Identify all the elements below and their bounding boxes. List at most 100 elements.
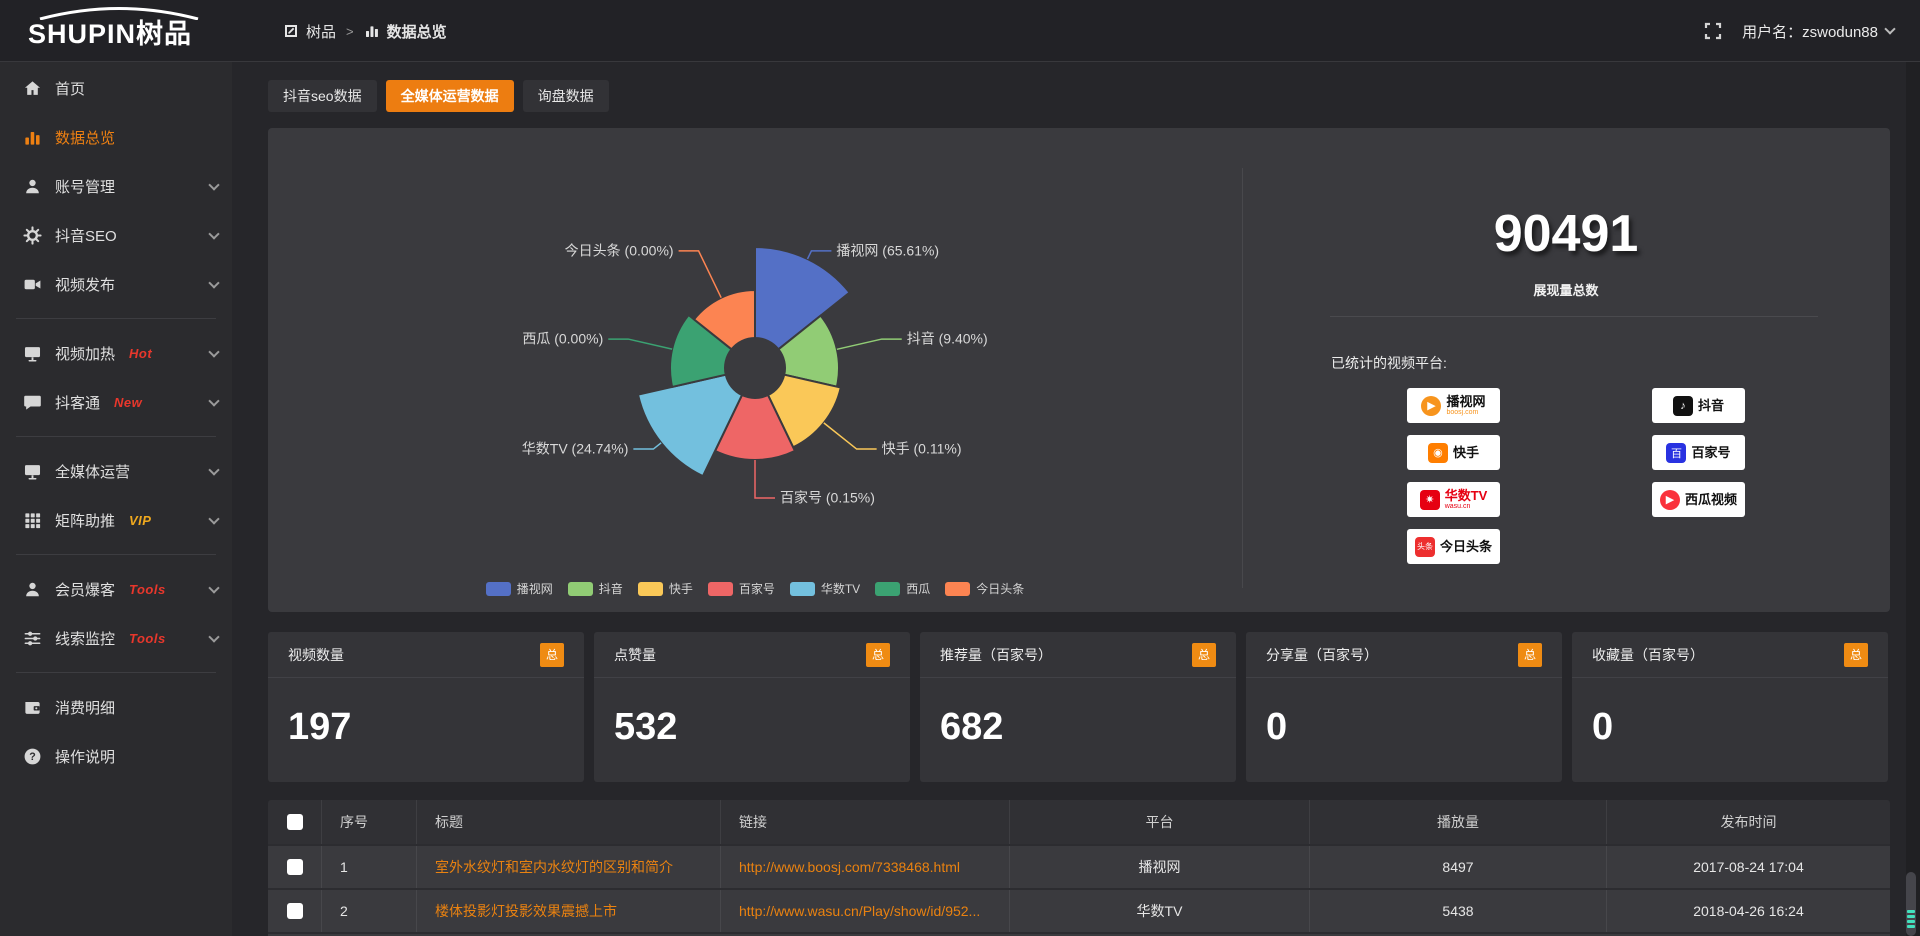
select-all-checkbox[interactable] xyxy=(286,814,303,830)
scroll-indicator-icon xyxy=(1907,915,1915,918)
svg-text:?: ? xyxy=(29,751,36,763)
scrollbar-thumb[interactable] xyxy=(1906,872,1916,936)
column-header-4: 播放量 xyxy=(1310,800,1607,844)
sidebar-item-10[interactable]: 线索监控 Tools xyxy=(0,623,232,653)
total-badge[interactable]: 总 xyxy=(1518,642,1542,667)
legend-swatch xyxy=(945,581,971,596)
row-checkbox-cell xyxy=(268,846,322,888)
sidebar-item-label: 账号管理 xyxy=(55,178,116,196)
cell-title: 楼体投影灯投影效果震撼上市 xyxy=(417,890,721,932)
chevron-down-icon xyxy=(208,463,220,476)
pie-slice-5[interactable] xyxy=(669,313,733,389)
legend-label: 华数TV xyxy=(820,582,861,596)
platform-logo-wasu: ✷ 华数TV wasu.cn xyxy=(1407,482,1500,517)
chart-panel: 播视网 (65.61%) 抖音 (9.40%) 快手 (0.11%) 百家号 (0.1… xyxy=(268,128,1890,612)
video-url-link[interactable]: http://www.boosj.com/7338468.html xyxy=(739,859,961,875)
sidebar-item-1[interactable]: 数据总览 xyxy=(0,122,232,152)
sidebar-item-3[interactable]: 抖音SEO xyxy=(0,220,232,250)
platform-logo-xigua: ▶ 西瓜视频 xyxy=(1652,482,1745,517)
sidebar-item-9[interactable]: 会员爆客 Tools xyxy=(0,574,232,604)
legend-item-3[interactable]: 百家号 xyxy=(707,580,775,597)
stat-card-2: 推荐量（百家号） 总 682 xyxy=(920,632,1236,782)
pie-label-line xyxy=(754,460,775,499)
tab-2[interactable]: 询盘数据 xyxy=(522,80,609,112)
home-icon xyxy=(23,79,42,98)
sidebar-item-2[interactable]: 账号管理 xyxy=(0,171,232,201)
legend-item-2[interactable]: 快手 xyxy=(637,580,693,597)
row-checkbox[interactable] xyxy=(286,859,303,875)
video-title-link[interactable]: 室外水纹灯和室内水纹灯的区别和简介 xyxy=(435,859,673,875)
monitor-icon xyxy=(23,344,42,363)
pie-slice-1[interactable] xyxy=(777,314,840,388)
legend-item-0[interactable]: 播视网 xyxy=(485,580,553,597)
video-title-link[interactable]: 楼体投影灯投影效果震撼上市 xyxy=(435,903,617,919)
sidebar-item-label: 消费明细 xyxy=(55,699,116,717)
breadcrumb-home[interactable]: 树品 xyxy=(306,23,337,41)
sidebar-item-12[interactable]: ? 操作说明 xyxy=(0,741,232,771)
breadcrumb-current: 数据总览 xyxy=(386,23,447,41)
sidebar-item-label: 会员爆客 xyxy=(55,581,116,599)
pie-label-line xyxy=(633,442,662,450)
legend-item-5[interactable]: 西瓜 xyxy=(875,580,930,597)
gear-icon xyxy=(23,225,42,245)
video-url-link[interactable]: http://www.wasu.cn/Play/show/id/952... xyxy=(739,903,981,919)
sidebar-item-4[interactable]: 视频发布 xyxy=(0,269,232,299)
sidebar-item-6[interactable]: 抖客通 New xyxy=(0,387,232,417)
stat-card-title: 点赞量 xyxy=(614,646,656,663)
pie-label-line xyxy=(836,338,902,351)
pie-slice-4[interactable] xyxy=(636,373,744,478)
videos-table: 序号 标题 链接 平台 播放量 发布时间 1 室外水纹灯和室内水纹灯的区别和简介 http://… xyxy=(268,800,1890,936)
user-menu[interactable]: 用户名：zswodun88 xyxy=(1742,21,1896,42)
total-badge[interactable]: 总 xyxy=(1844,642,1868,667)
sidebar-item-7[interactable]: 全媒体运营 xyxy=(0,456,232,486)
legend-item-1[interactable]: 抖音 xyxy=(567,580,623,597)
pie-slice-2[interactable] xyxy=(766,373,842,449)
sidebar-item-11[interactable]: 消费明细 xyxy=(0,692,232,722)
toutiao-icon: 头条 xyxy=(1414,536,1435,557)
tab-1[interactable]: 全媒体运营数据 xyxy=(385,80,514,112)
row-checkbox[interactable] xyxy=(286,903,303,919)
sidebar-divider xyxy=(16,672,216,673)
scroll-indicator-icon xyxy=(1907,920,1915,923)
stat-card-title: 推荐量（百家号） xyxy=(940,646,1052,663)
sidebar-item-0[interactable]: 首页 xyxy=(0,73,232,103)
legend-item-6[interactable]: 今日头条 xyxy=(945,580,1024,597)
sidebar-item-5[interactable]: 视频加热 Hot xyxy=(0,338,232,368)
cell-plays: 5438 xyxy=(1310,890,1607,932)
chevron-down-icon xyxy=(208,512,220,525)
xigua-icon: ▶ xyxy=(1659,489,1680,510)
chat-icon xyxy=(23,393,42,412)
cell-platform: 播视网 xyxy=(1010,846,1310,888)
impressions-total-caption: 展现量总数 xyxy=(1533,283,1599,298)
chevron-down-icon xyxy=(208,581,220,594)
pie-label: 今日头条 (0.00%) xyxy=(565,242,674,258)
column-header-1: 标题 xyxy=(417,800,721,844)
total-badge[interactable]: 总 xyxy=(866,642,890,667)
bar-chart-icon xyxy=(23,128,42,147)
sidebar-item-badge: New xyxy=(114,394,143,410)
pie-slice-6[interactable] xyxy=(692,288,756,351)
legend-item-4[interactable]: 华数TV xyxy=(789,580,861,597)
legend-swatch xyxy=(875,581,901,596)
impressions-total-value: 90491 xyxy=(1493,205,1639,263)
total-badge[interactable]: 总 xyxy=(1192,642,1216,667)
cell-publish-time: 2018-04-26 16:24 xyxy=(1693,903,1804,919)
scroll-indicator-icon xyxy=(1907,910,1915,913)
platform-logo-boosj: ▶ 播视网 boosj.com xyxy=(1407,388,1500,423)
scrollbar-track[interactable] xyxy=(1906,62,1920,936)
legend-swatch xyxy=(637,581,663,596)
column-header-0: 序号 xyxy=(322,800,417,844)
platform-logo-subtext: wasu.cn xyxy=(1444,502,1471,510)
breadcrumb-separator: > xyxy=(346,23,354,39)
total-badge[interactable]: 总 xyxy=(540,642,564,667)
stat-card-title: 收藏量（百家号） xyxy=(1592,646,1704,663)
fullscreen-icon[interactable] xyxy=(1704,22,1722,40)
pie-slice-0[interactable] xyxy=(754,245,852,351)
sidebar-item-label: 视频发布 xyxy=(55,276,116,294)
cell-link: http://www.boosj.com/7338468.html xyxy=(721,846,1010,888)
tab-0[interactable]: 抖音seo数据 xyxy=(268,80,377,112)
sidebar-item-label: 视频加热 xyxy=(55,345,116,363)
sidebar-item-8[interactable]: 矩阵助推 VIP xyxy=(0,505,232,535)
chevron-down-icon xyxy=(208,345,220,358)
pie-label: 快手 (0.11%) xyxy=(882,441,962,457)
